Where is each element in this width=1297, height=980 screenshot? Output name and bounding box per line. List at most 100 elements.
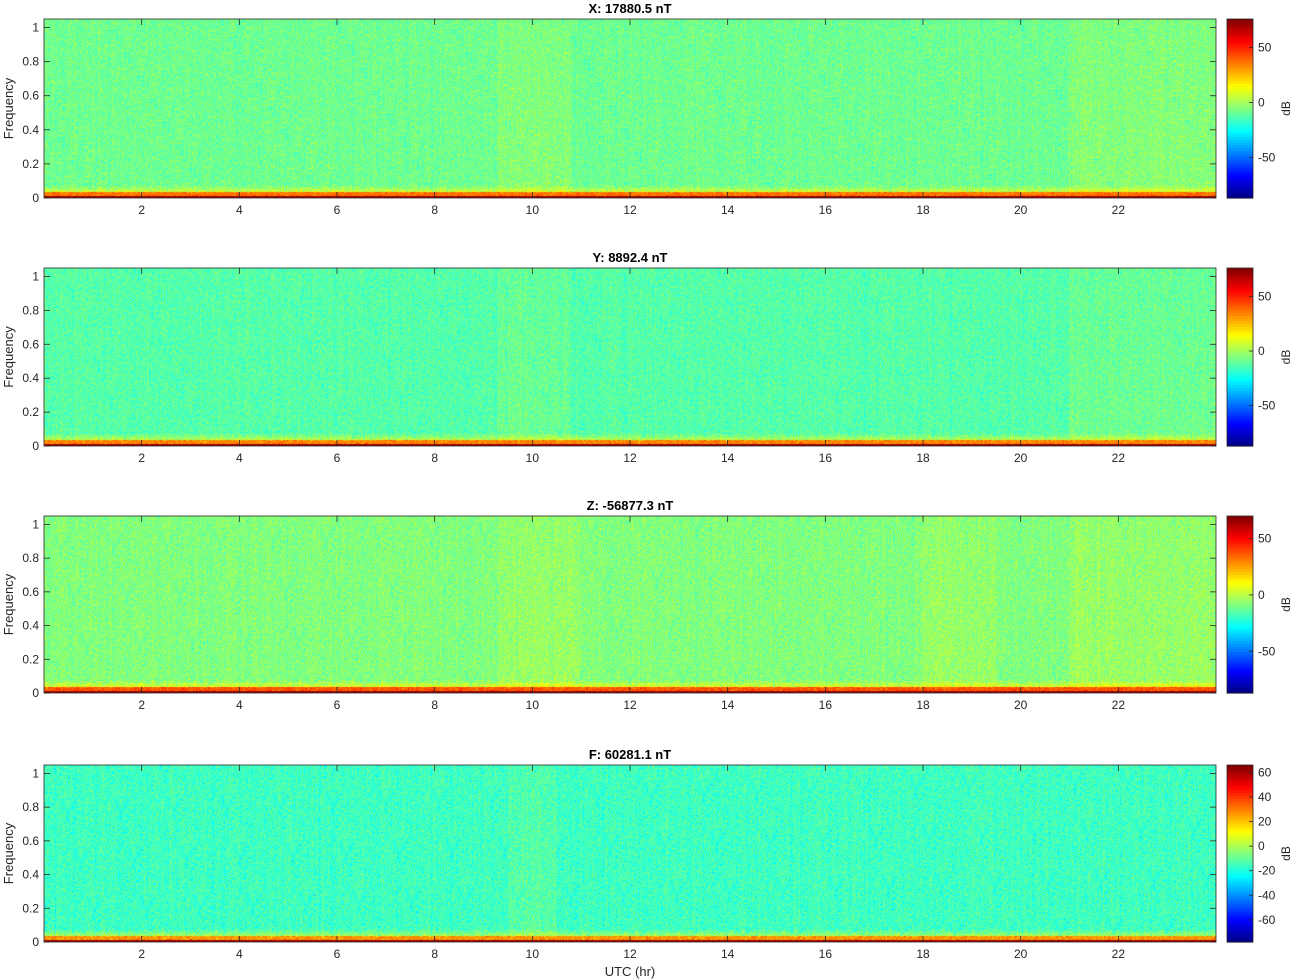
colorbar-step (1227, 268, 1253, 272)
x-tick-label: 6 (334, 698, 341, 712)
colorbar-step (1227, 153, 1253, 157)
colorbar-step (1227, 787, 1253, 791)
colorbar-step (1227, 587, 1253, 592)
colorbar-tick-label: -60 (1258, 913, 1276, 927)
colorbar-step (1227, 690, 1253, 694)
colorbar-step (1227, 546, 1253, 550)
colorbar-step (1227, 119, 1253, 124)
colorbar-step (1227, 38, 1253, 42)
colorbar-step (1227, 301, 1253, 305)
x-tick-label: 14 (721, 203, 735, 217)
panel-title: X: 17880.5 nT (588, 1, 671, 16)
x-tick-label: 14 (721, 947, 735, 961)
colorbar-tick-label: 0 (1258, 344, 1265, 358)
colorbar-label: dB (1279, 597, 1293, 612)
colorbar-step (1227, 281, 1253, 286)
colorbar-step (1227, 516, 1253, 520)
colorbar-step (1227, 773, 1253, 777)
x-tick-label: 18 (916, 698, 930, 712)
colorbar-label: dB (1279, 846, 1293, 861)
spectrogram-image (44, 765, 1216, 942)
colorbar-step (1227, 379, 1253, 383)
y-tick-label: 0 (32, 686, 39, 700)
colorbar-frame (1226, 515, 1254, 694)
colorbar-step (1227, 337, 1253, 341)
colorbar-step (1227, 897, 1253, 902)
colorbar-step (1227, 549, 1253, 553)
colorbar-step (1227, 331, 1253, 336)
colorbar-step (1227, 158, 1253, 163)
colorbar-step (1227, 21, 1253, 26)
colorbar-step (1227, 834, 1253, 838)
colorbar-tick-label: 50 (1258, 41, 1272, 55)
colorbar-step (1227, 175, 1253, 180)
colorbar-step (1227, 111, 1253, 115)
x-tick-label: 12 (623, 947, 637, 961)
colorbar-step (1227, 651, 1253, 655)
colorbar-step (1227, 908, 1253, 913)
colorbar-step (1227, 894, 1253, 899)
colorbar-step (1227, 60, 1253, 65)
colorbar-step (1227, 276, 1253, 280)
colorbar-step (1227, 420, 1253, 425)
colorbar-step (1227, 24, 1253, 28)
colorbar-frame (1226, 267, 1254, 447)
colorbar-step (1227, 850, 1253, 855)
colorbar-step (1227, 412, 1253, 417)
y-tick-label: 0 (32, 191, 39, 205)
colorbar-step (1227, 881, 1253, 885)
colorbar-step (1227, 164, 1253, 168)
colorbar-step (1227, 911, 1253, 915)
colorbar-step (1227, 776, 1253, 780)
x-tick-label: 10 (526, 698, 540, 712)
colorbar-step (1227, 83, 1253, 87)
colorbar-step (1227, 668, 1253, 672)
colorbar-step (1227, 872, 1253, 877)
colorbar-step (1227, 66, 1253, 70)
colorbar-tick-label: -50 (1258, 150, 1276, 164)
colorbar-step (1227, 582, 1253, 586)
colorbar-step (1227, 598, 1253, 603)
colorbar-step (1227, 629, 1253, 633)
colorbar-step (1227, 69, 1253, 73)
colorbar-step (1227, 654, 1253, 658)
colorbar-step (1227, 889, 1253, 893)
colorbar-step (1227, 535, 1253, 539)
y-tick-label: 0.2 (22, 405, 39, 419)
x-tick-label: 12 (623, 451, 637, 465)
colorbar-step (1227, 789, 1253, 794)
colorbar-step (1227, 46, 1253, 51)
colorbar-step (1227, 150, 1253, 154)
colorbar-step (1227, 917, 1253, 921)
colorbar-step (1227, 914, 1253, 918)
colorbar-step (1227, 681, 1253, 686)
colorbar-step (1227, 662, 1253, 666)
colorbar-step (1227, 618, 1253, 622)
colorbar-step (1227, 432, 1253, 436)
colorbar-label: dB (1279, 101, 1293, 116)
colorbar-step (1227, 903, 1253, 907)
colorbar-step (1227, 538, 1253, 542)
spectrogram-image (44, 516, 1216, 693)
colorbar-step (1227, 390, 1253, 394)
colorbar: -50 0 50 dB (1226, 515, 1293, 694)
colorbar-step (1227, 189, 1253, 194)
colorbar-step (1227, 329, 1253, 333)
colorbar-step (1227, 922, 1253, 927)
colorbar-step (1227, 370, 1253, 375)
colorbar-step (1227, 784, 1253, 788)
colorbar-step (1227, 41, 1253, 45)
colorbar-step (1227, 800, 1253, 805)
colorbar-step (1227, 345, 1253, 350)
colorbar-step (1227, 684, 1253, 689)
colorbar-step (1227, 287, 1253, 291)
colorbar-step (1227, 354, 1253, 358)
colorbar-step (1227, 144, 1253, 149)
colorbar-step (1227, 415, 1253, 419)
y-tick-label: 0.4 (22, 619, 39, 633)
x-tick-label: 2 (138, 203, 145, 217)
x-tick-label: 20 (1014, 203, 1028, 217)
colorbar-step (1227, 306, 1253, 311)
y-tick-label: 0.8 (22, 800, 39, 814)
colorbar-step (1227, 823, 1253, 827)
